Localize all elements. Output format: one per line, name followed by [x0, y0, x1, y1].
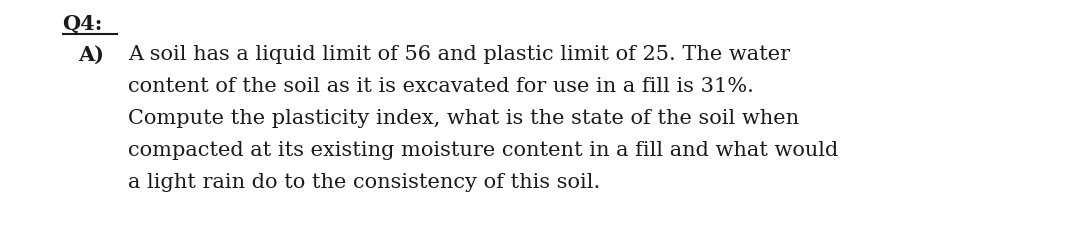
Text: A): A) — [78, 45, 104, 65]
Text: Q4:: Q4: — [62, 14, 103, 34]
Text: content of the soil as it is excavated for use in a fill is 31%.: content of the soil as it is excavated f… — [129, 77, 754, 96]
Text: compacted at its existing moisture content in a fill and what would: compacted at its existing moisture conte… — [129, 141, 838, 160]
Text: A soil has a liquid limit of 56 and plastic limit of 25. The water: A soil has a liquid limit of 56 and plas… — [129, 45, 791, 64]
Text: Compute the plasticity index, what is the state of the soil when: Compute the plasticity index, what is th… — [129, 109, 799, 128]
Text: a light rain do to the consistency of this soil.: a light rain do to the consistency of th… — [129, 173, 600, 192]
